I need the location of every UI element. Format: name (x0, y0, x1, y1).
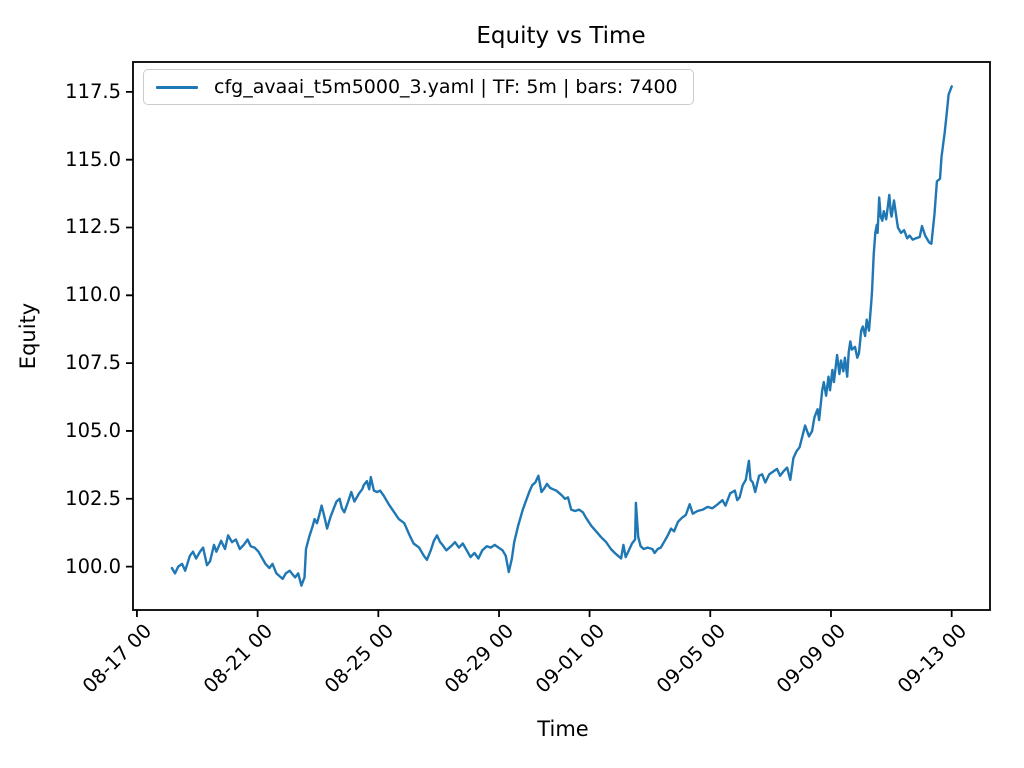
equity-line (170, 85, 953, 587)
y-tick-label: 102.5 (65, 486, 121, 510)
axes-frame (132, 61, 991, 611)
x-tick-marks (136, 610, 953, 617)
y-tick-label: 117.5 (65, 79, 121, 103)
y-tick-label: 110.0 (65, 283, 121, 307)
y-tick-label: 100.0 (65, 554, 121, 578)
y-tick-marks (126, 90, 133, 568)
legend-line-sample-icon (156, 85, 198, 89)
y-tick-label: 107.5 (65, 351, 121, 375)
legend: cfg_avaai_t5m5000_3.yaml | TF: 5m | bars… (143, 69, 694, 105)
chart-title: Equity vs Time (476, 23, 646, 49)
x-axis-label: Time (537, 717, 589, 741)
y-axis-label: Equity (16, 302, 40, 370)
y-tick-label: 115.0 (65, 147, 121, 171)
legend-label: cfg_avaai_t5m5000_3.yaml | TF: 5m | bars… (214, 76, 678, 98)
y-tick-label: 112.5 (65, 215, 121, 239)
y-tick-label: 105.0 (65, 418, 121, 442)
